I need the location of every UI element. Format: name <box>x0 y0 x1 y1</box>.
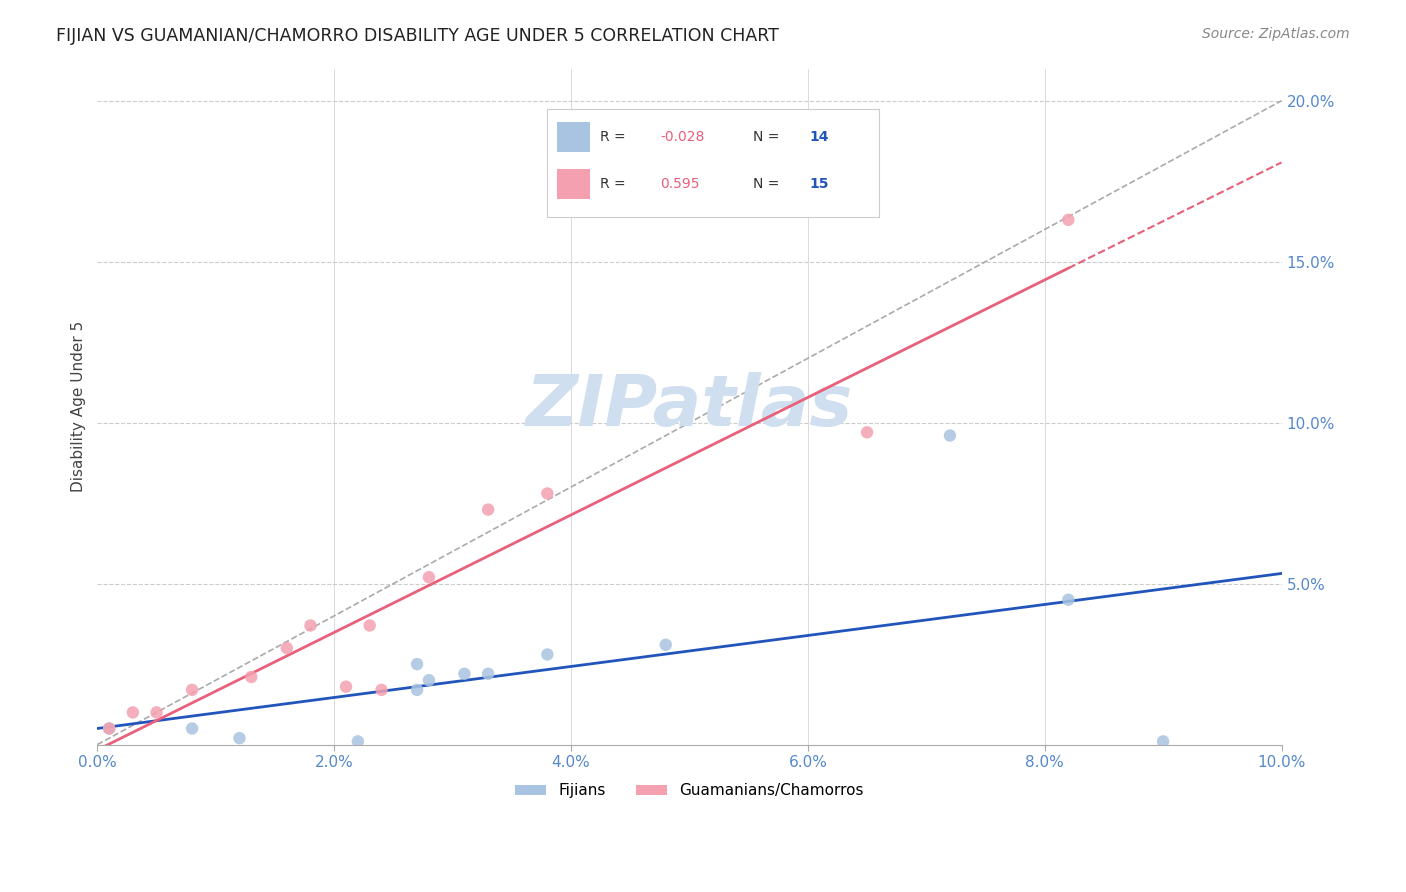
Point <box>536 486 558 500</box>
Point <box>406 657 429 672</box>
Point <box>122 706 145 720</box>
Point <box>939 428 962 442</box>
Point <box>359 618 381 632</box>
Point <box>1057 592 1080 607</box>
Point <box>347 734 370 748</box>
Text: Source: ZipAtlas.com: Source: ZipAtlas.com <box>1202 27 1350 41</box>
Point <box>655 638 678 652</box>
Point <box>406 682 429 697</box>
Legend: Fijians, Guamanians/Chamorros: Fijians, Guamanians/Chamorros <box>509 777 869 805</box>
Point <box>228 731 250 746</box>
Point <box>181 682 204 697</box>
Point <box>335 680 357 694</box>
Point <box>98 722 121 736</box>
Point <box>418 570 440 584</box>
Point <box>856 425 879 440</box>
Point <box>536 648 558 662</box>
Point <box>240 670 263 684</box>
Point <box>299 618 322 632</box>
Point <box>477 666 499 681</box>
Text: FIJIAN VS GUAMANIAN/CHAMORRO DISABILITY AGE UNDER 5 CORRELATION CHART: FIJIAN VS GUAMANIAN/CHAMORRO DISABILITY … <box>56 27 779 45</box>
Y-axis label: Disability Age Under 5: Disability Age Under 5 <box>72 321 86 492</box>
Point <box>1152 734 1174 748</box>
Point <box>181 722 204 736</box>
Point <box>370 682 392 697</box>
Point <box>453 666 475 681</box>
Point <box>276 640 298 655</box>
Point <box>145 706 167 720</box>
Point <box>1057 212 1080 227</box>
Text: ZIPatlas: ZIPatlas <box>526 372 853 441</box>
Point <box>418 673 440 688</box>
Point <box>477 502 499 516</box>
Point <box>98 722 121 736</box>
